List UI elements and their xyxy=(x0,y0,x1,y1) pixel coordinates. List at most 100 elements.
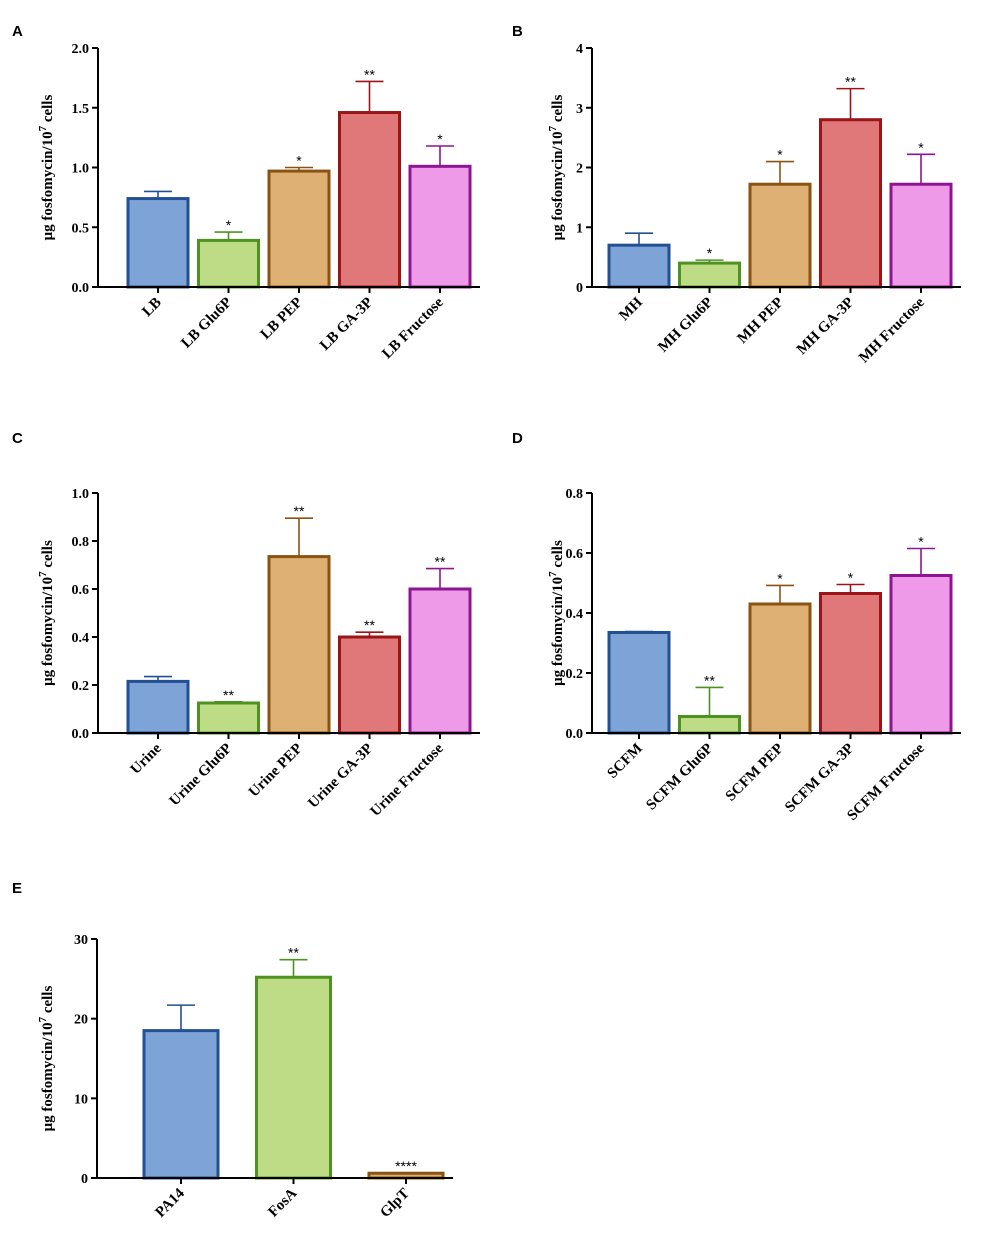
significance-label: * xyxy=(918,139,924,155)
category-label: MH Glu6P xyxy=(655,295,716,356)
bar-urine xyxy=(126,679,190,735)
significance-label: ** xyxy=(704,672,715,688)
y-tick-label: 10 xyxy=(74,1092,88,1107)
significance-label: ** xyxy=(364,617,375,633)
significance-label: * xyxy=(777,147,783,163)
bar-urine-glu6p xyxy=(197,701,260,735)
bar-fosa xyxy=(255,975,332,1180)
y-tick-label: 30 xyxy=(74,933,88,948)
category-label: SCFM Fructose xyxy=(844,740,928,824)
y-tick-label: 0.6 xyxy=(566,547,584,562)
category-label: MH Fructose xyxy=(856,294,928,366)
y-tick-label: 1.0 xyxy=(72,162,90,177)
bar-group-0: MH xyxy=(607,232,671,324)
y-tick-label: 1 xyxy=(576,221,583,236)
category-label: Urine Fructose xyxy=(367,740,447,820)
bar-lb-ga-3p xyxy=(338,111,401,289)
significance-label: * xyxy=(296,153,302,169)
bar-pa14 xyxy=(142,1029,220,1180)
bar-mh-fructose xyxy=(889,182,953,289)
bar-group-2: ** Urine PEP xyxy=(246,503,331,800)
y-tick-label: 2 xyxy=(576,162,583,177)
category-label: LB PEP xyxy=(258,295,306,343)
panel-c: Cμg fosfomycin/107 cells Urine ** Urine Glu… xyxy=(12,430,480,820)
y-tick-label: 3 xyxy=(576,102,583,117)
bar-group-0: LB xyxy=(126,190,190,320)
significance-label: * xyxy=(437,131,443,147)
bar-group-0: PA14 xyxy=(142,1004,220,1221)
significance-label: ** xyxy=(294,503,305,519)
category-label: MH GA-3P xyxy=(794,295,857,358)
category-label: SCFM PEP xyxy=(723,741,787,805)
y-tick-label: 20 xyxy=(74,1013,88,1028)
bar-lb xyxy=(126,197,190,289)
y-tick-label: 0.4 xyxy=(72,631,90,646)
category-label: LB Fructose xyxy=(379,294,447,362)
significance-label: ** xyxy=(288,945,299,961)
panel-letter: B xyxy=(512,23,523,40)
bar-group-2: * LB PEP xyxy=(258,153,331,343)
y-tick-label: 0.8 xyxy=(72,535,90,550)
bar-urine-fructose xyxy=(408,587,472,735)
category-label: MH PEP xyxy=(735,295,787,347)
significance-label: * xyxy=(918,534,924,550)
category-label: Urine GA-3P xyxy=(305,741,376,812)
bar-scfm-fructose xyxy=(889,574,953,735)
bar-mh-ga-3p xyxy=(819,118,882,289)
y-axis-label: μg fosfomycin/107 cells xyxy=(37,986,56,1132)
bar-lb-pep xyxy=(267,169,331,289)
y-tick-label: 0.0 xyxy=(72,727,90,742)
panel-a: Aμg fosfomycin/107 cells LB * LB Glu6P * LB P… xyxy=(12,23,480,362)
significance-label: * xyxy=(777,570,783,586)
significance-label: ** xyxy=(435,554,446,570)
bar-group-2: * SCFM PEP xyxy=(723,570,812,805)
category-label: FosA xyxy=(265,1185,300,1220)
category-label: SCFM Glu6P xyxy=(643,741,716,814)
bar-scfm-ga-3p xyxy=(819,592,882,735)
y-tick-label: 0.0 xyxy=(566,727,584,742)
bar-mh-glu6p xyxy=(678,261,741,289)
y-tick-label: 1.5 xyxy=(72,102,90,117)
significance-label: * xyxy=(707,245,713,261)
y-axis-label: μg fosfomycin/107 cells xyxy=(547,95,566,241)
category-label: Urine xyxy=(128,740,165,777)
category-label: LB xyxy=(139,295,164,320)
bar-group-2: **** GlpT xyxy=(367,1158,445,1221)
significance-label: **** xyxy=(395,1158,417,1174)
bar-mh xyxy=(607,243,671,289)
bar-lb-fructose xyxy=(408,164,472,289)
category-label: PA14 xyxy=(153,1185,189,1221)
bar-lb-glu6p xyxy=(197,238,260,289)
panel-b: Bμg fosfomycin/107 cells MH * MH Glu6P * MH P… xyxy=(512,23,961,366)
panel-letter: A xyxy=(12,23,23,40)
category-label: LB Glu6P xyxy=(178,295,235,352)
category-label: GlpT xyxy=(377,1186,412,1221)
bar-scfm-glu6p xyxy=(678,715,741,735)
significance-label: * xyxy=(848,570,854,586)
bar-urine-ga-3p xyxy=(338,635,401,735)
bar-group-0: SCFM xyxy=(604,630,671,782)
category-label: MH xyxy=(616,294,646,324)
y-axis-label: μg fosfomycin/107 cells xyxy=(37,540,56,686)
y-tick-label: 4 xyxy=(576,42,583,57)
bar-mh-pep xyxy=(748,182,812,289)
panel-letter: E xyxy=(12,880,22,897)
significance-label: ** xyxy=(364,66,375,82)
bar-scfm xyxy=(607,631,671,735)
bar-urine-pep xyxy=(267,555,331,735)
y-tick-label: 0.5 xyxy=(72,221,90,236)
panel-letter: C xyxy=(12,430,23,447)
category-label: Urine Glu6P xyxy=(167,741,236,810)
bar-group-2: * MH PEP xyxy=(735,147,812,347)
y-tick-label: 0.4 xyxy=(566,607,584,622)
y-tick-label: 0.2 xyxy=(72,679,90,694)
significance-label: ** xyxy=(223,687,234,703)
y-tick-label: 1.0 xyxy=(72,487,90,502)
bar-group-3: ** LB GA-3P xyxy=(317,66,401,354)
y-tick-label: 0 xyxy=(576,281,583,296)
category-label: SCFM xyxy=(604,741,645,782)
y-tick-label: 0.2 xyxy=(566,667,584,682)
panel-letter: D xyxy=(512,430,523,447)
